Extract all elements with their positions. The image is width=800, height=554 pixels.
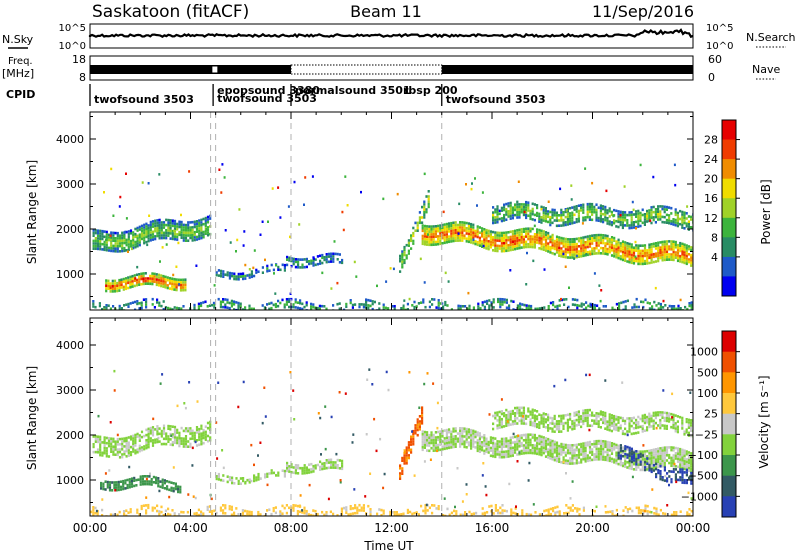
y-tick-label: 4000 xyxy=(56,133,84,146)
nsearch-tick-bottom: 10^0 xyxy=(706,41,733,52)
velocity-colorbar-tick: −1000 xyxy=(681,490,718,503)
velocity-cells xyxy=(90,368,693,516)
freq-unit: [MHz] xyxy=(2,67,34,80)
power-colorbar-tick: 28 xyxy=(704,134,718,147)
freq-strip: Freq. [MHz] 18 8 Nave 60 0 xyxy=(2,53,780,84)
y-tick-label: 1000 xyxy=(56,268,84,281)
power-colorbar-swatch xyxy=(722,159,736,179)
power-colorbar-swatch xyxy=(722,256,736,277)
cpid-segment-label: twofsound 3503 xyxy=(217,92,317,105)
power-colorbar-tick: 4 xyxy=(711,251,718,264)
cpid-label: CPID xyxy=(6,88,35,101)
nsearch-tick-top: 10^5 xyxy=(706,23,733,34)
power-colorbar-swatch xyxy=(722,198,736,219)
velocity-ylabel: Slant Range [km] xyxy=(25,366,39,470)
y-tick-label: 2000 xyxy=(56,223,84,236)
nave-tick-top: 60 xyxy=(708,53,722,66)
power-panel: 1000 2000 3000 4000 28 24 20 16 12 8 4 xyxy=(56,111,740,311)
freq-tick-top: 18 xyxy=(72,53,86,66)
y-tick-label: 3000 xyxy=(56,178,84,191)
beam-title: Beam 11 xyxy=(350,2,422,21)
x-tick-label: 04:00 xyxy=(173,521,208,535)
freq-band-3 xyxy=(441,65,693,74)
power-colorbar-tick: 16 xyxy=(704,192,718,205)
power-colorbar-tick: 24 xyxy=(704,153,718,166)
cpid-segment-label: normalsound 3501 xyxy=(295,84,411,97)
y-tick-label: 1000 xyxy=(56,474,84,487)
cpid-segment-label: twofsound 3503 xyxy=(94,93,194,106)
x-tick-label: 00:00 xyxy=(73,521,108,535)
velocity-colorbar-tick: 1000 xyxy=(690,346,718,359)
power-ylabel: Slant Range [km] xyxy=(25,160,39,264)
x-tick-label: 16:00 xyxy=(475,521,510,535)
cpid-segment-label: epopsound 3380 xyxy=(217,84,320,97)
x-axis-label: Time UT xyxy=(363,539,414,553)
velocity-colorbar-swatch xyxy=(722,496,736,518)
x-tick-label: 08:00 xyxy=(274,521,309,535)
velocity-colorbar-tick: 25 xyxy=(704,408,718,421)
freq-gap xyxy=(211,65,219,74)
velocity-colorbar-swatch xyxy=(722,434,736,456)
velocity-colorbar-tick: 100 xyxy=(697,387,718,400)
cpid-segment-label: twofsound 3503 xyxy=(446,93,546,106)
freq-tick-bottom: 8 xyxy=(79,71,86,84)
freq-band-2 xyxy=(290,64,443,75)
x-tick-label: 20:00 xyxy=(575,521,610,535)
velocity-colorbar-swatch xyxy=(722,455,736,476)
velocity-colorbar-swatch xyxy=(722,372,736,394)
velocity-colorbar-swatch xyxy=(722,351,736,373)
velocity-colorbar-tick: −500 xyxy=(688,470,718,483)
date-title: 11/Sep/2016 xyxy=(592,2,694,21)
power-colorbar-swatch xyxy=(722,276,736,297)
velocity-colorbar-tick: −100 xyxy=(688,449,718,462)
freq-band-1 xyxy=(90,65,291,74)
y-tick-label: 4000 xyxy=(56,339,84,352)
velocity-colorbar-swatch xyxy=(722,475,736,497)
velocity-colorbar-tick: −25 xyxy=(695,428,718,441)
velocity-colorbar-tick: 500 xyxy=(697,366,718,379)
power-cells xyxy=(92,163,693,310)
y-tick-label: 3000 xyxy=(56,384,84,397)
power-colorbar-swatch xyxy=(722,178,736,199)
velocity-panel: 1000 2000 3000 4000 00:00 04:00 08:00 12:00 16:0… xyxy=(56,317,740,535)
power-colorbar-label: Power [dB] xyxy=(759,179,773,244)
nave-tick-bottom: 0 xyxy=(708,71,715,84)
velocity-colorbar-label: Velocity [m s⁻¹] xyxy=(757,375,771,468)
nsky-tick-bottom: 10^0 xyxy=(59,41,86,52)
y-tick-label: 2000 xyxy=(56,429,84,442)
power-colorbar-swatch xyxy=(722,217,736,238)
power-colorbar-tick: 12 xyxy=(704,212,718,225)
velocity-colorbar-swatch xyxy=(722,413,736,435)
station-title: Saskatoon (fitACF) xyxy=(92,2,249,22)
freq-label: Freq. xyxy=(8,56,33,67)
x-tick-label: 00:00 xyxy=(676,521,711,535)
nsky-tick-top: 10^5 xyxy=(59,23,86,34)
nsky-label: N.Sky xyxy=(2,33,34,46)
power-colorbar-swatch xyxy=(722,120,736,140)
x-tick-label: 12:00 xyxy=(374,521,409,535)
velocity-colorbar-swatch xyxy=(722,393,736,414)
power-colorbar-tick: 20 xyxy=(704,173,718,186)
nave-label: Nave xyxy=(752,63,780,76)
velocity-colorbar-swatch xyxy=(722,331,736,352)
nsearch-label: N.Search xyxy=(746,31,796,44)
cpid-segment-label: rbsp 200 xyxy=(403,84,458,97)
nsky-trace xyxy=(88,28,694,39)
power-colorbar-tick: 8 xyxy=(711,231,718,244)
nsky-strip: N.Sky 10^5 10^0 N.Search 10^5 10^0 xyxy=(2,23,796,52)
power-colorbar-swatch xyxy=(722,237,736,258)
power-colorbar-swatch xyxy=(722,139,736,160)
